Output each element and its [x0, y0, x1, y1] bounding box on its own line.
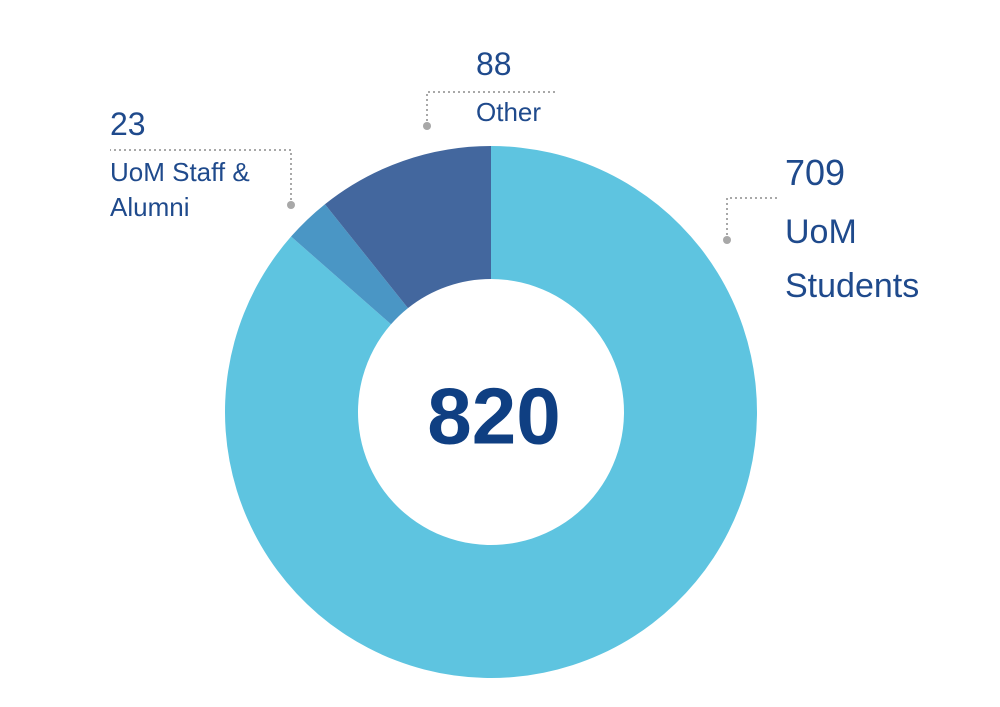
value-label: 88: [476, 46, 512, 82]
leader-line: [426, 91, 555, 126]
slice: [324, 146, 491, 309]
leader-line: [110, 149, 292, 205]
category-label: UoM Staff & Alumni: [110, 157, 250, 223]
value-label: 709: [785, 152, 846, 193]
leader-dot: [287, 201, 295, 209]
leader-line: [726, 197, 780, 240]
value-label: 23: [110, 106, 146, 142]
slice: [291, 204, 408, 325]
leader-dot: [423, 122, 431, 130]
leaders: [110, 91, 780, 244]
category-label: UoM Students: [785, 213, 920, 306]
leader-dot: [723, 236, 731, 244]
category-label: Other: [476, 97, 542, 127]
slice: [224, 146, 758, 678]
total-label: 820: [427, 372, 560, 461]
slices: [224, 146, 758, 678]
